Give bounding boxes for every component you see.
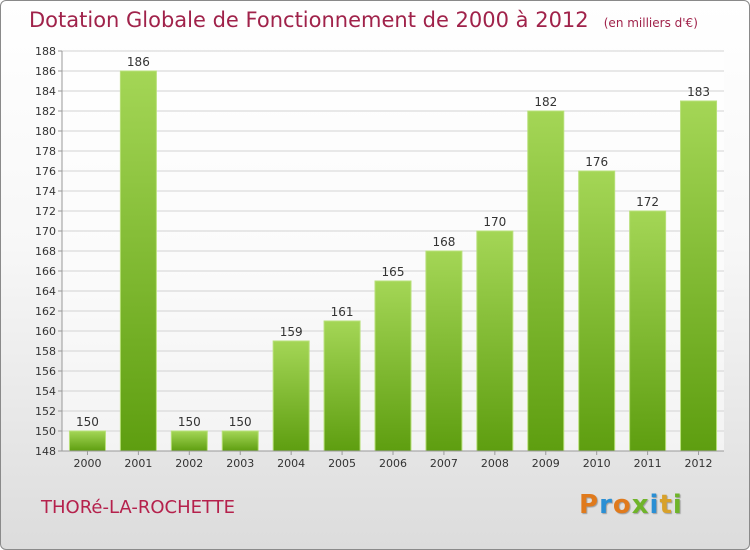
logo-letter: r — [599, 490, 613, 520]
data-label: 172 — [636, 195, 659, 209]
data-label: 183 — [687, 85, 710, 99]
data-labels: 150 186 150 150 159 161 165 168 170 182 176 172 183 — [76, 55, 710, 429]
y-tick-label: 184 — [35, 85, 56, 98]
y-tick-label: 150 — [35, 425, 56, 438]
x-tick-label: 2006 — [379, 457, 407, 470]
x-tick-label: 2010 — [583, 457, 611, 470]
logo-letter: t — [659, 490, 673, 520]
data-label: 165 — [382, 265, 405, 279]
x-tick-label: 2004 — [277, 457, 305, 470]
x-tick-label: 2002 — [175, 457, 203, 470]
chart-title: Dotation Globale de Fonctionnement de 20… — [29, 8, 698, 32]
y-tick-label: 174 — [35, 185, 56, 198]
logo-letter: o — [612, 490, 632, 520]
bar — [119, 70, 157, 452]
data-label: 170 — [483, 215, 506, 229]
x-tick-label: 2012 — [685, 457, 713, 470]
data-label: 186 — [127, 55, 150, 69]
y-tick-label: 166 — [35, 265, 56, 278]
bar — [68, 430, 106, 452]
y-tick-label: 180 — [35, 125, 56, 138]
y-tick-label: 176 — [35, 165, 56, 178]
bar — [374, 280, 412, 452]
x-tick-label: 2011 — [634, 457, 662, 470]
bar — [272, 340, 310, 452]
y-tick-label: 158 — [35, 345, 56, 358]
logo-letter: P — [579, 490, 600, 520]
bar — [527, 110, 565, 452]
data-label: 182 — [534, 95, 557, 109]
data-label: 176 — [585, 155, 608, 169]
chart-title-text: Dotation Globale de Fonctionnement de 20… — [29, 8, 589, 32]
y-tick-label: 178 — [35, 145, 56, 158]
y-tick-label: 152 — [35, 405, 56, 418]
data-label: 168 — [432, 235, 455, 249]
data-label: 161 — [331, 305, 354, 319]
bar — [578, 170, 616, 452]
y-tick-label: 164 — [35, 285, 56, 298]
y-tick-label: 156 — [35, 365, 56, 378]
y-tick-label: 148 — [35, 445, 56, 458]
y-tick-label: 186 — [35, 65, 56, 78]
x-tick-label: 2001 — [124, 457, 152, 470]
y-tick-label: 160 — [35, 325, 56, 338]
commune-name: THORé-LA-ROCHETTE — [41, 497, 236, 518]
y-tick-label: 172 — [35, 205, 56, 218]
y-axis-ticks: 148 150 152 154 156 158 160 162 164 166 168 170 172 1… — [35, 45, 62, 458]
bar — [680, 100, 718, 452]
y-tick-label: 182 — [35, 105, 56, 118]
x-tick-label: 2003 — [226, 457, 254, 470]
bar — [629, 210, 667, 452]
x-tick-label: 2000 — [73, 457, 101, 470]
y-tick-label: 162 — [35, 305, 56, 318]
bar — [476, 230, 514, 452]
bars — [68, 70, 718, 452]
x-tick-label: 2007 — [430, 457, 458, 470]
logo-letter: i — [672, 490, 683, 520]
logo-letter: x — [631, 490, 650, 520]
bar — [323, 320, 361, 452]
data-label: 150 — [178, 415, 201, 429]
y-tick-label: 154 — [35, 385, 56, 398]
proxiti-logo: Proxiti — [579, 490, 683, 520]
y-tick-label: 188 — [35, 45, 56, 58]
logo-letter: i — [649, 490, 660, 520]
bar — [221, 430, 259, 452]
bar — [425, 250, 463, 452]
y-tick-label: 168 — [35, 245, 56, 258]
chart-unit: (en milliers d'€) — [603, 16, 698, 30]
x-tick-label: 2009 — [532, 457, 560, 470]
data-label: 150 — [76, 415, 99, 429]
x-axis-ticks: 2000 2001 2002 2003 2004 2005 2006 2007 2008 2009… — [73, 451, 713, 470]
x-tick-label: 2005 — [328, 457, 356, 470]
y-tick-label: 170 — [35, 225, 56, 238]
data-label: 159 — [280, 325, 303, 339]
x-tick-label: 2008 — [481, 457, 509, 470]
bar — [170, 430, 208, 452]
data-label: 150 — [229, 415, 252, 429]
